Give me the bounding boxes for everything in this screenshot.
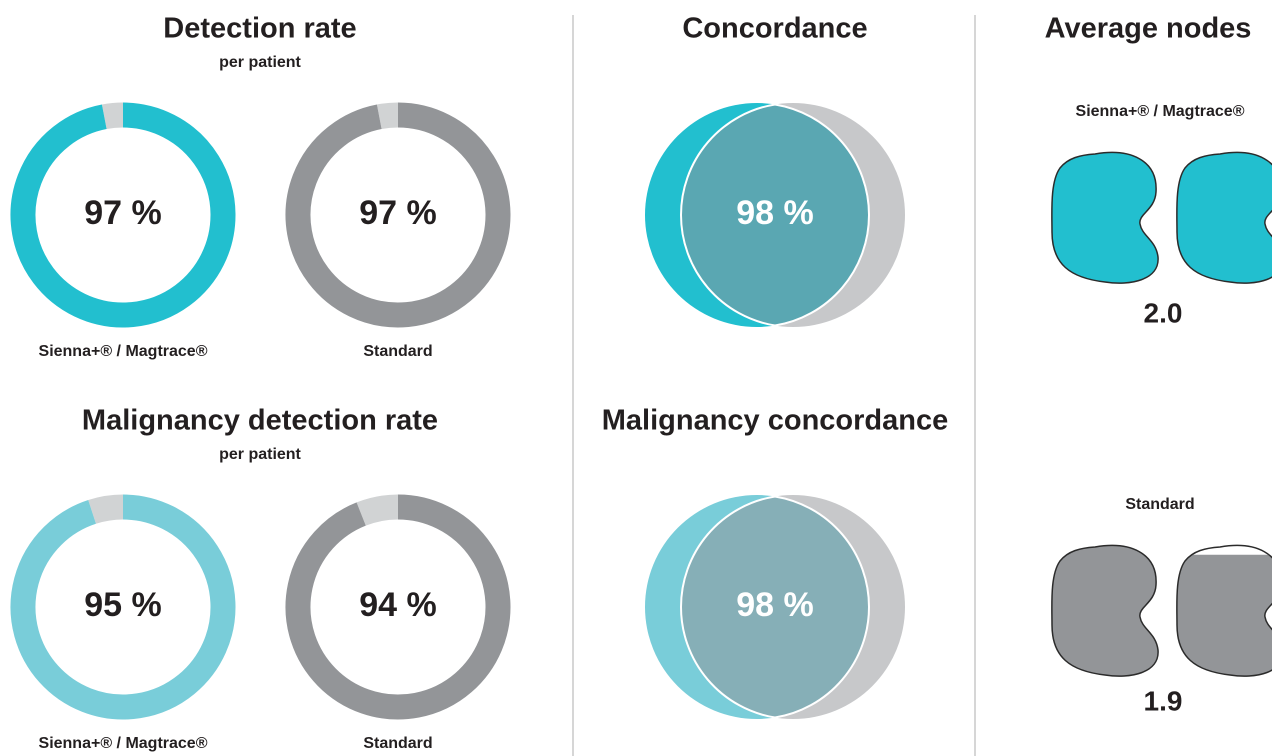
kidney	[1177, 546, 1272, 677]
infographic: Detection rate per patient 97 % Sienna+® / …	[0, 0, 1272, 756]
value-label: 1.9	[1144, 685, 1183, 716]
chart-subtitle: per patient	[219, 54, 301, 71]
chart-title: Malignancy detection rate	[82, 405, 438, 437]
value-label: 94 %	[359, 586, 437, 624]
kidney	[1052, 546, 1158, 677]
value-label: 98 %	[736, 586, 814, 624]
chart-subtitle: per patient	[219, 446, 301, 463]
category-label: Sienna+® / Magtrace®	[1076, 103, 1245, 120]
donut-remainder	[104, 115, 123, 117]
kidney-fill	[1177, 153, 1272, 284]
kidney-fill	[1052, 546, 1158, 677]
kidney	[1177, 153, 1272, 284]
kidney-fill	[1052, 153, 1158, 284]
category-label: Sienna+® / Magtrace®	[39, 735, 208, 752]
category-label: Standard	[363, 343, 432, 360]
donut-remainder	[92, 507, 123, 512]
value-label: 2.0	[1144, 297, 1183, 328]
value-label: 98 %	[736, 194, 814, 232]
kidney	[1052, 153, 1158, 284]
value-label: 97 %	[84, 194, 162, 232]
donut-remainder	[379, 115, 398, 117]
chart-title: Detection rate	[163, 13, 356, 45]
category-label: Standard	[363, 735, 432, 752]
category-label: Sienna+® / Magtrace®	[39, 343, 208, 360]
kidney-fill	[1177, 546, 1272, 677]
chart-title: Malignancy concordance	[602, 405, 949, 437]
donut-remainder	[361, 507, 398, 514]
value-label: 95 %	[84, 586, 162, 624]
chart-title: Concordance	[682, 13, 867, 45]
category-label: Standard	[1125, 496, 1194, 513]
chart-title: Average nodes	[1045, 13, 1252, 45]
value-label: 97 %	[359, 194, 437, 232]
